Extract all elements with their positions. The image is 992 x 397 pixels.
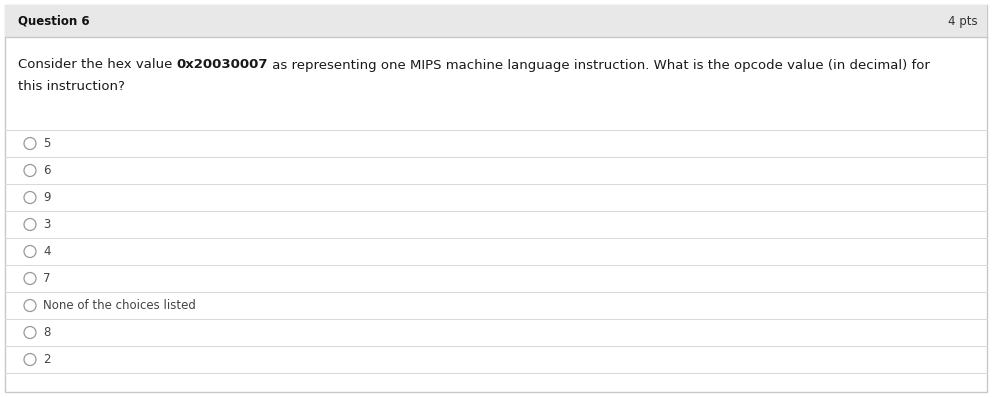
Text: Question 6: Question 6 (18, 15, 89, 27)
Text: as representing one MIPS machine language instruction. What is the opcode value : as representing one MIPS machine languag… (268, 58, 930, 71)
Text: Consider the hex value: Consider the hex value (18, 58, 177, 71)
Text: this instruction?: this instruction? (18, 81, 125, 94)
FancyBboxPatch shape (5, 5, 987, 37)
Text: 2: 2 (43, 353, 51, 366)
Text: 4: 4 (43, 245, 51, 258)
Text: 7: 7 (43, 272, 51, 285)
Text: 5: 5 (43, 137, 51, 150)
Text: 4 pts: 4 pts (948, 15, 978, 27)
Text: 8: 8 (43, 326, 51, 339)
FancyBboxPatch shape (5, 5, 987, 392)
Text: 0x20030007: 0x20030007 (177, 58, 268, 71)
Text: 6: 6 (43, 164, 51, 177)
Text: 9: 9 (43, 191, 51, 204)
Text: None of the choices listed: None of the choices listed (43, 299, 195, 312)
Text: 3: 3 (43, 218, 51, 231)
